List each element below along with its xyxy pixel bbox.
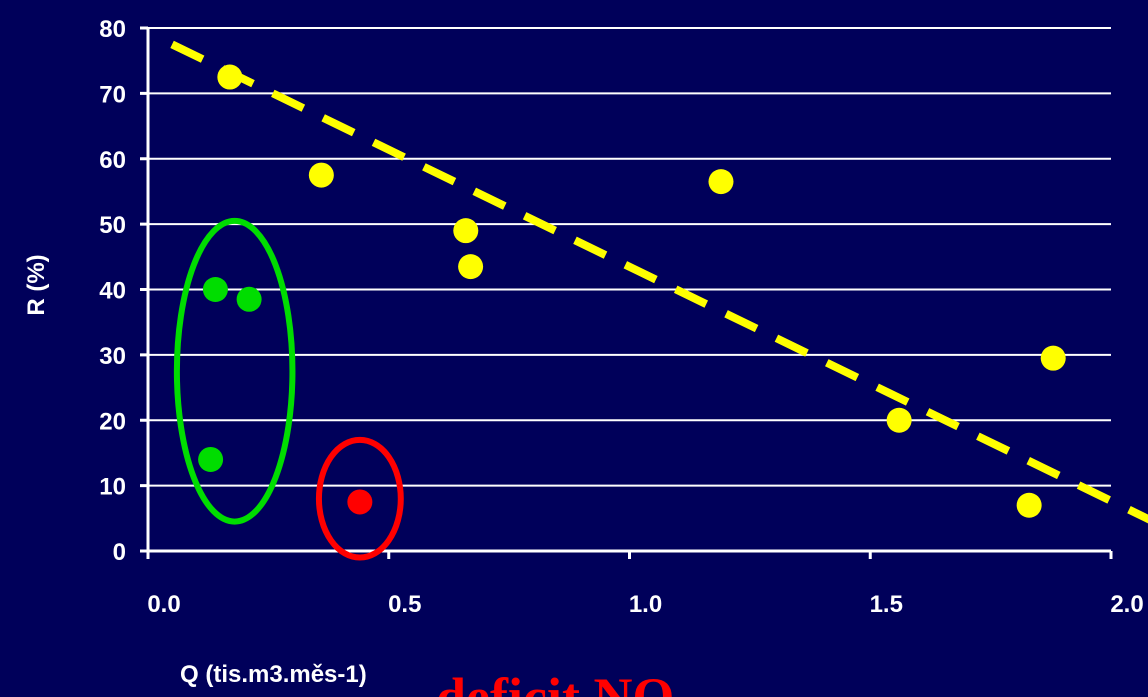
data-point-s1-7 [1016, 492, 1042, 518]
x-tick-label-2.0: 2.0 [1110, 591, 1143, 618]
x-tick-label-0.5: 0.5 [388, 591, 421, 618]
tick-labels: 0 10 20 30 40 50 60 70 80 0.0 0.5 1.0 1.5 2.0 [99, 16, 1143, 618]
y-tick-label-80: 80 [99, 16, 126, 43]
data-point-s3-1 [347, 489, 373, 515]
data-points [198, 64, 1066, 518]
data-point-s1-4 [458, 254, 484, 280]
data-point-s2-3 [198, 446, 224, 472]
y-tick-label-70: 70 [99, 81, 126, 108]
data-point-s1-5 [708, 169, 734, 195]
trendline [170, 40, 1148, 524]
y-tick-label-10: 10 [99, 474, 126, 501]
x-tick-label-0.0: 0.0 [147, 591, 180, 618]
grouping-ellipse-1 [173, 217, 296, 525]
data-point-s1-1 [217, 64, 243, 90]
x-axis-title: Q (tis.m3.měs-1) [180, 661, 367, 688]
data-point-s2-1 [202, 277, 228, 302]
gridlines [148, 27, 1111, 487]
data-point-s1-8 [1040, 345, 1066, 371]
y-tick-label-60: 60 [99, 147, 126, 174]
deficit-annotation: deficit NO [436, 667, 674, 697]
grouping-ellipses [173, 217, 404, 561]
y-tick-label-50: 50 [99, 212, 126, 239]
y-tick-label-40: 40 [99, 278, 126, 305]
grouping-ellipse-2 [315, 436, 404, 561]
axes [140, 26, 1113, 559]
data-point-s2-2 [236, 286, 262, 312]
y-tick-label-30: 30 [99, 343, 126, 370]
y-tick-label-20: 20 [99, 408, 126, 435]
data-point-s1-3 [453, 218, 479, 244]
y-axis-title: R (%) [23, 254, 50, 315]
x-tick-label-1.0: 1.0 [629, 591, 662, 618]
y-tick-label-0: 0 [113, 539, 126, 566]
data-point-s1-2 [308, 162, 334, 188]
x-tick-label-1.5: 1.5 [870, 591, 903, 618]
trendline-layer [170, 40, 1148, 524]
data-point-s1-6 [886, 407, 912, 433]
